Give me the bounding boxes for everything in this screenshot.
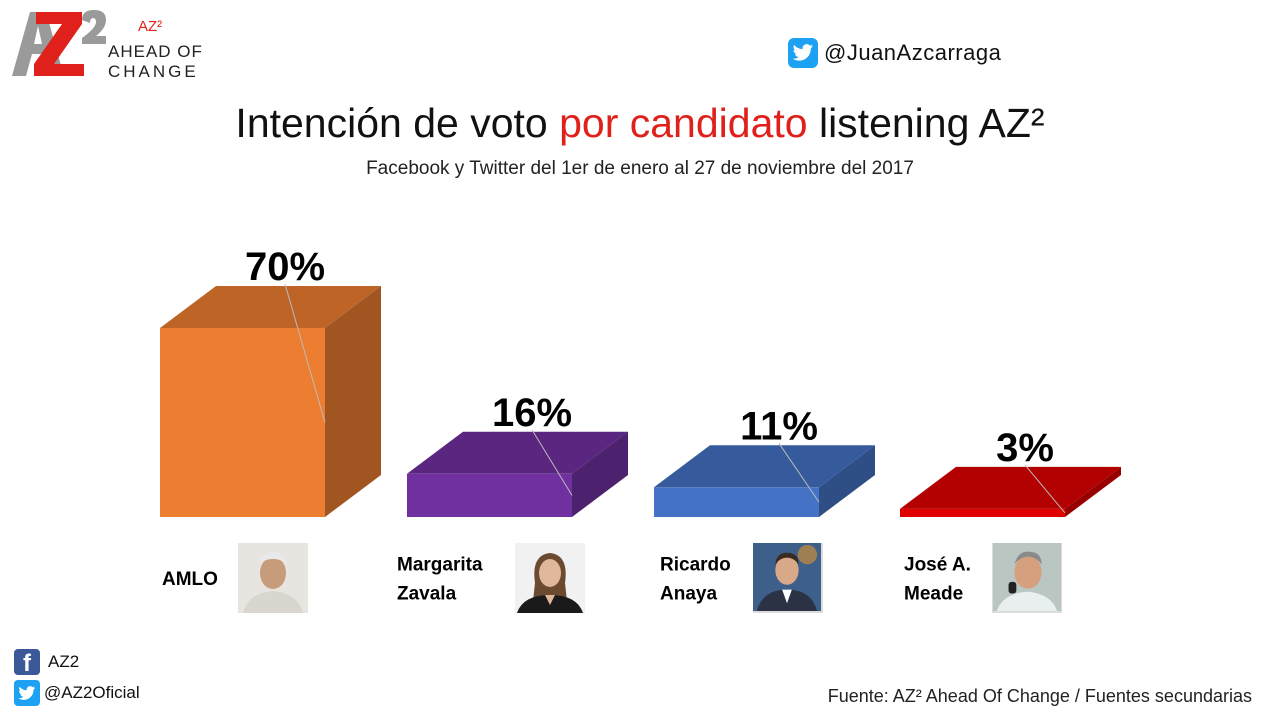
category-label-line: Margarita	[397, 555, 483, 576]
bar-chart: 70% AMLO 16% Margarita Zavala 11% Ricardo Anaya…	[160, 245, 1121, 605]
bar-side-amlo	[325, 286, 381, 517]
label-leader-line	[284, 283, 326, 423]
az2-logo: AZ² AHEAD OF CHANGE	[12, 10, 212, 81]
photo-ricardo-anaya	[753, 543, 823, 613]
az2-logo-mark	[12, 10, 106, 76]
photo-amlo	[238, 543, 308, 613]
value-label-jos-a-meade: 3%	[996, 426, 1054, 470]
facebook-link[interactable]: f AZ2	[14, 649, 79, 675]
logo-superscript: AZ²	[138, 18, 163, 35]
twitter-link-bottom[interactable]: @AZ2Oficial	[14, 680, 140, 706]
value-label-ricardo-anaya: 11%	[740, 404, 818, 448]
portrait-icon	[993, 543, 1061, 611]
twitter-handle-top[interactable]: @JuanAzcarraga	[788, 36, 1001, 70]
label-leader-line	[778, 443, 820, 503]
source-note: Fuente: AZ² Ahead Of Change / Fuentes se…	[827, 686, 1252, 706]
bar-ricardo-anaya	[654, 443, 875, 517]
bar-side-margarita-zavala	[572, 431, 628, 517]
title-part-3: listening AZ²	[807, 100, 1045, 146]
chart-subtitle: Facebook y Twitter del 1er de enero al 2…	[366, 158, 914, 179]
bar-top-jos-a-meade	[900, 466, 1121, 509]
bar-side-jos-a-meade	[1065, 466, 1121, 517]
twitter-handle-bottom: @AZ2Oficial	[44, 683, 140, 702]
category-label-line: Zavala	[397, 584, 457, 605]
category-label-line: Ricardo	[660, 555, 731, 576]
category-label-jos-a-meade: José A. Meade	[904, 555, 971, 605]
portrait-icon	[753, 543, 821, 611]
bar-front-margarita-zavala	[407, 473, 572, 517]
bar-side-ricardo-anaya	[819, 445, 875, 517]
category-label-margarita-zavala: Margarita Zavala	[397, 555, 483, 605]
bar-front-amlo	[160, 328, 325, 517]
bar-jos-a-meade	[900, 464, 1121, 517]
title-part-1: Intención de voto	[235, 100, 560, 146]
twitter-icon	[14, 680, 40, 706]
category-label-line: Anaya	[660, 584, 717, 605]
photo-margarita-zavala	[515, 543, 585, 613]
category-label-ricardo-anaya: Ricardo Anaya	[660, 555, 731, 605]
label-leader-line	[531, 429, 573, 496]
bar-amlo	[160, 283, 381, 517]
bar-top-margarita-zavala	[407, 431, 628, 474]
bar-margarita-zavala	[407, 429, 628, 517]
chart-title: Intención de voto por candidato listenin…	[0, 100, 1280, 147]
twitter-icon	[788, 38, 818, 68]
category-label-amlo: AMLO	[162, 569, 218, 590]
category-label-line: Meade	[904, 584, 963, 605]
logo-tagline-2: CHANGE	[108, 62, 199, 81]
portrait-icon	[238, 543, 308, 613]
twitter-handle-text: @JuanAzcarraga	[824, 40, 1002, 65]
logo-tagline-1: AHEAD OF	[108, 42, 203, 61]
bar-top-amlo	[160, 286, 381, 328]
label-leader-line	[1024, 464, 1066, 514]
bar-top-ricardo-anaya	[654, 445, 875, 488]
category-label-line: AMLO	[162, 569, 218, 590]
category-label-line: José A.	[904, 555, 971, 576]
value-label-margarita-zavala: 16%	[492, 391, 572, 435]
value-label-amlo: 70%	[245, 245, 325, 289]
facebook-icon: f	[14, 649, 40, 675]
bar-front-jos-a-meade	[900, 508, 1065, 517]
facebook-name: AZ2	[48, 652, 80, 671]
portrait-icon	[515, 543, 585, 613]
title-highlight: por candidato	[559, 100, 808, 146]
photo-jose-meade	[992, 543, 1062, 613]
bar-front-ricardo-anaya	[654, 487, 819, 517]
